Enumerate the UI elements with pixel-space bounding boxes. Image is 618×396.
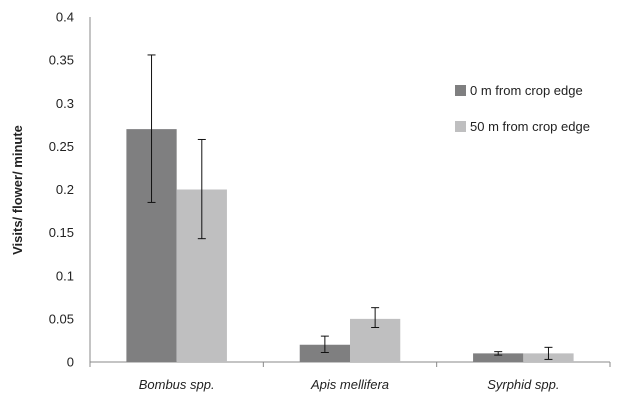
bar (299, 344, 350, 362)
y-tick-label: 0.3 (56, 96, 74, 111)
y-tick-label: 0.2 (56, 182, 74, 197)
legend: 0 m from crop edge 50 m from crop edge (455, 83, 590, 134)
legend-label: 0 m from crop edge (470, 83, 583, 98)
y-tick-label: 0.35 (49, 53, 74, 68)
category-label: Syrphid spp. (487, 377, 559, 392)
error-bars (147, 54, 553, 360)
y-axis-title: Visits/ flower/ minute (10, 125, 25, 255)
x-axis: Bombus spp. Apis mellifera Syrphid spp. (89, 361, 611, 392)
y-tick-labels: 0 0.05 0.1 0.15 0.2 0.25 0.3 0.35 0.4 (49, 10, 74, 370)
legend-label: 50 m from crop edge (470, 119, 590, 134)
legend-swatch (455, 121, 466, 132)
y-tick-label: 0.4 (56, 10, 74, 25)
category-labels: Bombus spp. Apis mellifera Syrphid spp. (139, 377, 560, 392)
y-tick-label: 0.05 (49, 311, 74, 326)
bars (126, 129, 574, 362)
category-label: Apis mellifera (310, 377, 389, 392)
bar (473, 353, 524, 362)
category-label: Bombus spp. (139, 377, 215, 392)
y-tick-label: 0 (67, 355, 74, 370)
y-tick-label: 0.15 (49, 225, 74, 240)
y-tick-label: 0.1 (56, 268, 74, 283)
y-axis: 0 0.05 0.1 0.15 0.2 0.25 0.3 0.35 0.4 (49, 10, 91, 370)
x-tick-marks (89, 362, 611, 367)
y-tick-label: 0.25 (49, 139, 74, 154)
legend-swatch (455, 85, 466, 96)
